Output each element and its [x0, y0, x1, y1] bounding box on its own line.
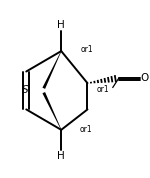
Polygon shape	[42, 92, 62, 130]
Text: or1: or1	[97, 85, 110, 93]
Text: H: H	[57, 20, 65, 30]
Text: H: H	[57, 151, 65, 161]
Text: or1: or1	[80, 45, 93, 54]
Text: S: S	[21, 85, 28, 95]
Text: or1: or1	[80, 125, 92, 134]
Text: O: O	[141, 73, 149, 83]
Polygon shape	[42, 51, 62, 89]
